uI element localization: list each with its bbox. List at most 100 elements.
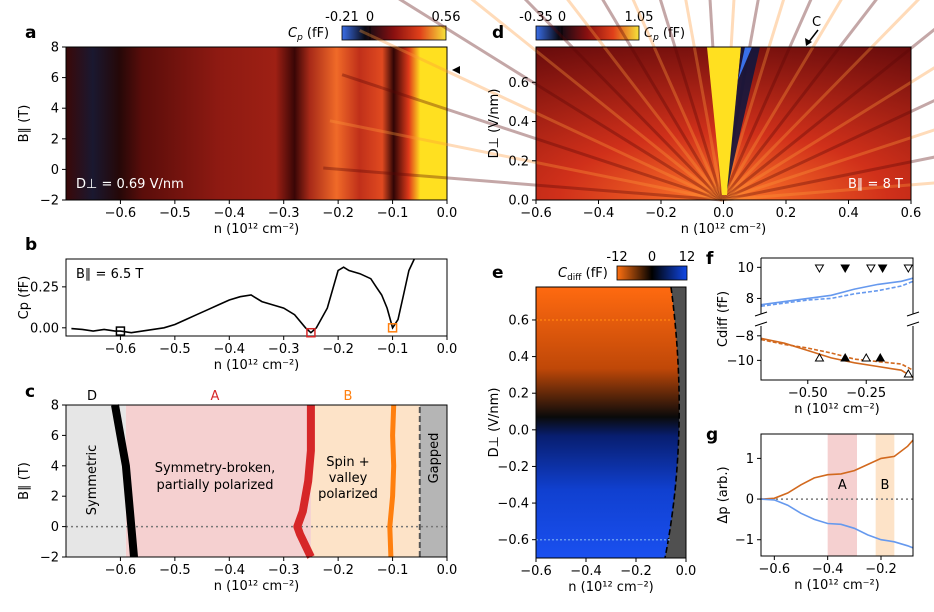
colorbar-e-tick-min: -12 xyxy=(606,250,627,265)
line-f-3 xyxy=(760,338,914,371)
panel-d: d -0.35 0 1.05 Cp (fF) C B∥ = 8 T −0.6 −0… xyxy=(323,0,934,237)
panel-e: e -12 0 12 Cdiff (fF) −0.6 −0.4 −0.2 0.0−0.… xyxy=(487,250,696,595)
a-xtick-label: 0.0 xyxy=(437,206,458,221)
heatmap-d xyxy=(323,0,934,202)
axis-a: −0.6 −0.5 −0.4 −0.3 −0.2 −0.1 0.0 −2 0 2 4 6 8 n (10¹… xyxy=(17,41,457,238)
g-xlabel: n (10¹² cm⁻²) xyxy=(794,578,880,593)
colorbar-a xyxy=(341,25,447,41)
c-xtick-label: −0.6 xyxy=(105,563,137,578)
heatmap-a xyxy=(66,47,447,200)
g-xtick-label: −0.2 xyxy=(865,562,897,577)
g-ytick-label: 0 xyxy=(746,493,754,508)
g-ylabel: Δp (arb.) xyxy=(716,466,731,523)
plot-b xyxy=(71,258,416,338)
a-xtick-label: −0.5 xyxy=(159,206,191,221)
c-ytick-label: 8 xyxy=(51,399,59,414)
c-xtick-label: −0.2 xyxy=(322,563,354,578)
b-ytick-label: 0.25 xyxy=(30,280,59,295)
d-xtick-label: 0.2 xyxy=(776,206,797,221)
f-xtick-label: −0.25 xyxy=(846,386,886,401)
f-ytick-label: 8 xyxy=(746,292,754,307)
line-b-cp xyxy=(71,258,416,334)
e-ytick-label: 0.4 xyxy=(508,350,529,365)
line-g-0 xyxy=(760,439,914,500)
colorbar-d-tick-max: 1.05 xyxy=(625,10,654,25)
b-xtick-label: −0.3 xyxy=(268,342,300,357)
marker-f-lower xyxy=(840,352,851,362)
marker-f-upper xyxy=(814,264,825,274)
b-xtick-label: −0.5 xyxy=(159,342,191,357)
a-ytick-label: 8 xyxy=(51,41,59,56)
axis-d: −0.6 −0.4 −0.2 0.0 0.2 0.4 0.6 0.0 0.2 0.4 0.6 n (1… xyxy=(487,76,921,237)
d-xtick-label: −0.4 xyxy=(583,206,615,221)
region-text-gapped: Gapped xyxy=(427,433,442,484)
a-ytick-label: 6 xyxy=(51,71,59,86)
e-ytick-label: −0.4 xyxy=(497,497,529,512)
line-f-1 xyxy=(760,280,914,307)
region-text-b1: Spin + xyxy=(326,455,369,470)
b-xtick-label: 0.0 xyxy=(437,342,458,357)
colorbar-a-tick-zero: 0 xyxy=(366,10,374,25)
f-xlabel: n (10¹² cm⁻²) xyxy=(794,402,880,417)
marker-a-triangle xyxy=(452,66,460,74)
e-ytick-label: 0.2 xyxy=(508,387,529,402)
a-xtick-label: −0.1 xyxy=(377,206,409,221)
c-ytick-label: 4 xyxy=(51,459,59,474)
d-ytick-label: 0.6 xyxy=(508,76,529,91)
marker-f-lower xyxy=(903,368,914,378)
axis-e: −0.6 −0.4 −0.2 0.0 −0.6 −0.4 −0.2 0.0 0.2 0.4 0.6 n… xyxy=(487,313,696,595)
region-letter-a: A xyxy=(211,389,220,404)
annotation-d: B∥ = 8 T xyxy=(848,177,903,192)
c-ytick-label: 6 xyxy=(51,429,59,444)
d-ytick-label: 0.4 xyxy=(508,115,529,130)
region-text-b3: polarized xyxy=(318,487,378,502)
marker-f-upper xyxy=(840,264,851,274)
e-ytick-label: −0.2 xyxy=(497,460,529,475)
marker-f-upper xyxy=(877,264,888,274)
line-g-1 xyxy=(760,498,914,549)
panel-label-d: d xyxy=(492,23,504,43)
colorbar-e-label: Cdiff (fF) xyxy=(558,266,608,283)
panel-a: a -0.21 0 0.56 Cp (fF) D⊥ = 0.69 V/nm −0… xyxy=(17,10,460,237)
frame-c xyxy=(65,404,448,558)
d-ylabel: D⊥ (V/nm) xyxy=(487,89,502,159)
axis-b: −0.6 −0.5 −0.4 −0.3 −0.2 −0.1 0.0 0.00 0.25 n (10… xyxy=(17,276,457,373)
marker-f-lower xyxy=(861,352,872,362)
e-ytick-label: 0.6 xyxy=(508,313,529,328)
plot-f xyxy=(760,264,914,379)
b-xlabel: n (10¹² cm⁻²) xyxy=(214,358,300,373)
a-ylabel: B∥ (T) xyxy=(17,105,32,143)
g-xtick-label: −0.4 xyxy=(812,562,844,577)
e-xlabel: n (10¹² cm⁻²) xyxy=(568,580,654,595)
label-c-arrow-text: C xyxy=(812,15,821,30)
c-ylabel: B∥ (T) xyxy=(17,462,32,500)
heatmap-e xyxy=(536,287,686,558)
marker-f-upper xyxy=(866,264,876,274)
a-ytick-label: 0 xyxy=(51,163,59,178)
panel-label-g: g xyxy=(706,425,718,445)
a-xtick-label: −0.6 xyxy=(105,206,137,221)
b-xtick-label: −0.4 xyxy=(213,342,245,357)
region-letter-b: B xyxy=(344,389,353,404)
e-ylabel: D⊥ (V/nm) xyxy=(487,388,502,458)
band-g-1 xyxy=(875,434,895,556)
c-ytick-label: −2 xyxy=(40,551,59,566)
c-xtick-label: −0.1 xyxy=(377,563,409,578)
axis-g: −0.6 −0.4 −0.2 1 0 −1 n (10¹² cm⁻²) Δp (arb.) xyxy=(716,452,897,593)
marker-f-lower xyxy=(814,352,825,362)
band-g-0 xyxy=(827,434,857,556)
e-xtick-label: −0.4 xyxy=(570,564,602,579)
colorbar-a-label: Cp (fF) xyxy=(288,26,329,43)
colorbar-d-label: Cp (fF) xyxy=(644,26,685,43)
axis-f: −0.50 −0.25 10 8 −8 −10 n (10¹² cm⁻²) Cdiff (fF… xyxy=(716,261,886,417)
boundary-c-D-A xyxy=(111,404,138,558)
c-ytick-label: 2 xyxy=(51,490,59,505)
heatmap-e-boundary xyxy=(664,286,680,559)
c-xlabel: n (10¹² cm⁻²) xyxy=(214,579,300,594)
arrow-c-head xyxy=(805,38,812,46)
axis-break-marks-f xyxy=(754,311,920,327)
e-xtick-label: −0.2 xyxy=(620,564,652,579)
colorbar-a-tick-max: 0.56 xyxy=(432,10,461,25)
